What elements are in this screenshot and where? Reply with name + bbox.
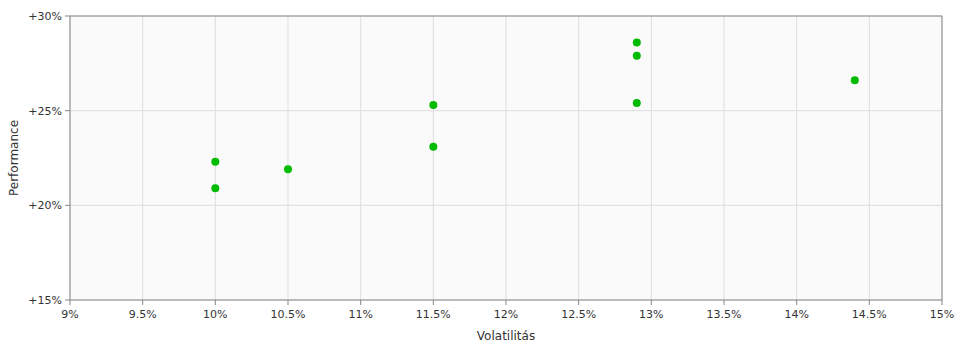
y-grid-line [70,205,942,206]
x-tick-label: 11% [348,308,372,321]
y-grid-line [70,110,942,111]
x-grid-line [578,16,579,300]
x-tick-label: 11.5% [416,308,451,321]
x-tick [796,300,797,305]
x-tick [215,300,216,305]
plot-area [70,16,942,300]
axes: 9% 9.5% 10% 10.5% 11% 11.5% 12% 12.5% 13% 13.5% 14… [28,10,954,321]
x-tick [651,300,652,305]
point [429,143,437,151]
point [284,165,292,173]
x-tick-label: 12.5% [561,308,596,321]
y-axis-label: Performance [7,120,21,196]
x-grid-line [288,16,289,300]
point [851,76,859,84]
x-tick-label: 10% [203,308,227,321]
x-tick [578,300,579,305]
y-tick [65,110,70,111]
x-grid-line [433,16,434,300]
point [633,39,641,47]
y-tick-label: +30% [28,10,62,23]
x-tick-label: 15% [930,308,954,321]
x-tick-label: 14.5% [852,308,887,321]
grid [70,16,942,300]
x-tick-label: 14% [784,308,808,321]
y-tick [65,205,70,206]
point [633,52,641,60]
points [211,39,858,193]
y-tick-label: +20% [28,199,62,212]
plot-frame [70,16,942,300]
x-tick [724,300,725,305]
y-tick [65,300,70,301]
y-tick-label: +15% [28,294,62,307]
point [211,184,219,192]
x-tick-label: 13.5% [707,308,742,321]
chart: 9% 9.5% 10% 10.5% 11% 11.5% 12% 12.5% 13% 13.5% 14… [0,0,966,350]
x-tick [288,300,289,305]
x-axis-label: Volatilitás [477,329,535,343]
y-tick [65,16,70,17]
point [633,99,641,107]
x-tick [360,300,361,305]
point [429,101,437,109]
x-grid-line [651,16,652,300]
x-tick-label: 9.5% [129,308,157,321]
point [211,158,219,166]
x-tick [869,300,870,305]
y-tick-label: +25% [28,105,62,118]
x-tick [142,300,143,305]
x-tick [70,300,71,305]
x-grid-line [796,16,797,300]
x-tick [942,300,943,305]
x-grid-line [360,16,361,300]
x-tick-label: 12% [494,308,518,321]
x-tick-label: 10.5% [271,308,306,321]
x-grid-line [869,16,870,300]
x-tick [506,300,507,305]
x-grid-line [724,16,725,300]
x-tick-label: 13% [639,308,663,321]
x-grid-line [506,16,507,300]
x-tick-label: 9% [61,308,78,321]
x-grid-line [142,16,143,300]
x-tick [433,300,434,305]
